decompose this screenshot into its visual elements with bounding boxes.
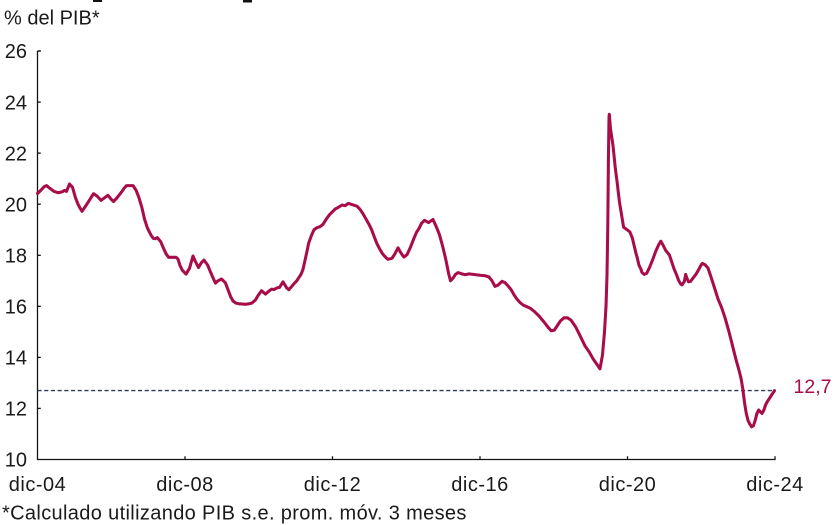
svg-text:12,7: 12,7 (794, 376, 832, 398)
svg-text:dic-04: dic-04 (9, 474, 66, 496)
svg-text:*Calculado utilizando PIB s.e.: *Calculado utilizando PIB s.e. prom. móv… (2, 503, 467, 525)
svg-text:12: 12 (5, 399, 27, 421)
svg-text:24: 24 (5, 92, 27, 114)
svg-text:26: 26 (5, 41, 27, 63)
svg-text:14: 14 (5, 348, 27, 370)
svg-text:22: 22 (5, 143, 27, 165)
svg-text:% del PIB*: % del PIB* (4, 8, 100, 30)
svg-text:18: 18 (5, 246, 27, 268)
svg-text:dic-24: dic-24 (746, 474, 803, 496)
svg-text:dic-16: dic-16 (451, 474, 508, 496)
svg-text:dic-12: dic-12 (304, 474, 361, 496)
svg-text:dic-20: dic-20 (599, 474, 656, 496)
svg-text:20: 20 (5, 194, 27, 216)
svg-text:10: 10 (5, 450, 27, 472)
svg-text:16: 16 (5, 297, 27, 319)
svg-text:dic-08: dic-08 (156, 474, 213, 496)
